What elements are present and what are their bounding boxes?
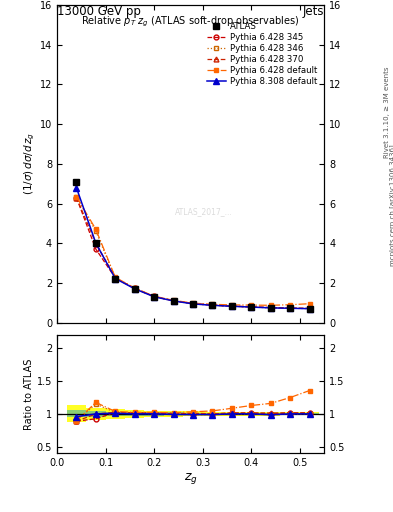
- Y-axis label: $(1/\sigma)\,d\sigma/d\,z_g$: $(1/\sigma)\,d\sigma/d\,z_g$: [22, 132, 37, 196]
- Text: Rivet 3.1.10, ≥ 3M events: Rivet 3.1.10, ≥ 3M events: [384, 67, 390, 158]
- Text: mcplots.cern.ch [arXiv:1306.3436]: mcplots.cern.ch [arXiv:1306.3436]: [389, 144, 393, 266]
- Text: 13000 GeV pp: 13000 GeV pp: [57, 5, 141, 18]
- Text: Jets: Jets: [303, 5, 324, 18]
- Text: ATLAS_2017_...: ATLAS_2017_...: [175, 207, 233, 216]
- Y-axis label: Ratio to ATLAS: Ratio to ATLAS: [24, 358, 34, 430]
- Text: Relative $p_T$ $z_g$ (ATLAS soft-drop observables): Relative $p_T$ $z_g$ (ATLAS soft-drop ob…: [81, 15, 300, 29]
- Legend: ATLAS, Pythia 6.428 345, Pythia 6.428 346, Pythia 6.428 370, Pythia 6.428 defaul: ATLAS, Pythia 6.428 345, Pythia 6.428 34…: [204, 19, 320, 89]
- X-axis label: $z_g$: $z_g$: [184, 471, 198, 486]
